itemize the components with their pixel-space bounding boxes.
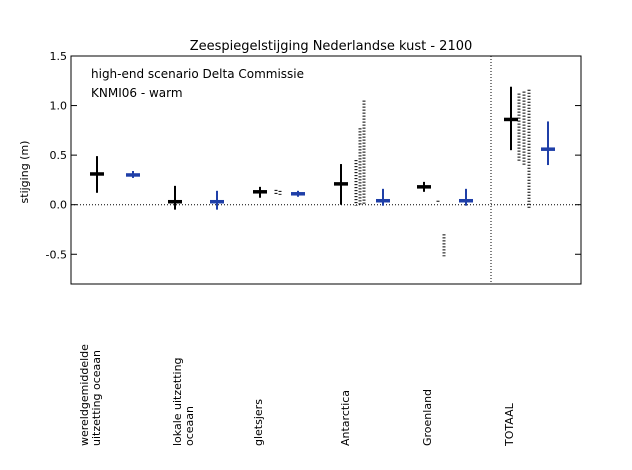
category-label: gletsjers [252,399,265,446]
y-tick-label: 1.5 [50,50,68,63]
dashed-ranges [274,89,531,257]
category-label: lokale uitzetting [171,357,184,446]
legend-entry-knmi06: KNMI06 - warm [91,86,183,100]
category-label: Antarctica [339,390,352,446]
y-axis-label: stijging (m) [18,141,31,204]
y-tick-label: -0.5 [46,248,67,261]
series-marks [90,86,555,210]
category-label: TOTAAL [503,402,516,447]
category-label: Groenland [421,389,434,446]
y-tick-label: 0.0 [50,199,68,212]
category-label: uitzetting oceaan [90,350,103,446]
category-label: oceaan [183,406,196,446]
y-tick-label: 0.5 [50,149,68,162]
plot-frame [70,55,582,285]
legend-entry-high-end: high-end scenario Delta Commissie [91,67,304,81]
category-label: wereldgemiddelde [78,344,91,446]
category-labels: wereldgemiddelde uitzetting oceaan lokale … [78,344,516,447]
y-tick-label: 1.0 [50,100,68,113]
y-ticks: 1.5 1.0 0.5 0.0 -0.5 [46,50,581,261]
legend: high-end scenario Delta Commissie KNMI06… [91,67,304,100]
chart-title: Zeespiegelstijging Nederlandse kust - 21… [190,39,473,54]
